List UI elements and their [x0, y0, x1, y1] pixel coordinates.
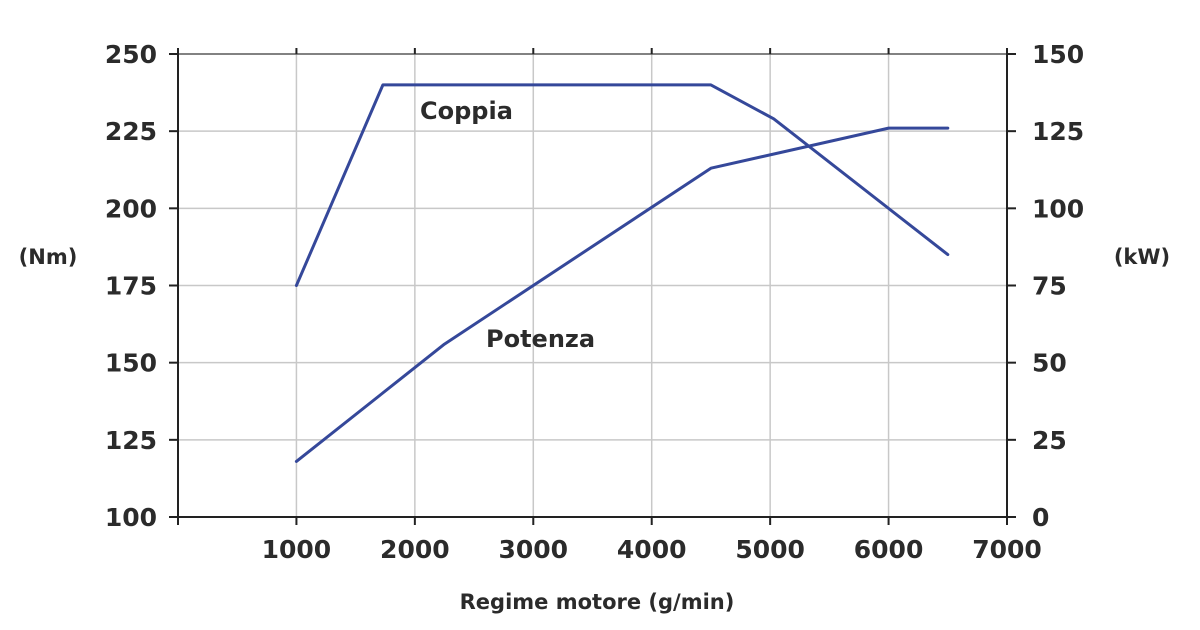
y-left-tick-label: 150: [105, 349, 157, 378]
y-left-tick-label: 250: [105, 40, 157, 69]
y-right-tick-label: 100: [1032, 194, 1084, 223]
x-tick-label: 5000: [735, 535, 805, 564]
y-right-tick-label: 50: [1032, 349, 1067, 378]
x-tick-label: 1000: [262, 535, 332, 564]
y-left-tick-label: 125: [105, 426, 157, 455]
y-right-tick-label: 25: [1032, 426, 1067, 455]
labels: (Nm) (kW) Regime motore (g/min) Coppia P…: [19, 40, 1170, 614]
series-line-coppia: [294, 83, 950, 287]
series-label-potenza: Potenza: [486, 325, 595, 353]
y-left-tick-label: 200: [105, 194, 157, 223]
y-right-tick-label: 150: [1032, 40, 1084, 69]
y-left-tick-label: 225: [105, 117, 157, 146]
x-tick-label: 7000: [972, 535, 1042, 564]
y-left-tick-label: 100: [105, 503, 157, 532]
x-axis-label: Regime motore (g/min): [460, 590, 735, 614]
axis-ticks: [169, 48, 1016, 525]
series-label-coppia: Coppia: [420, 97, 513, 125]
series-lines: [294, 83, 950, 463]
series-line-potenza: [294, 126, 950, 463]
x-tick-label: 3000: [498, 535, 568, 564]
y-right-axis-label: (kW): [1114, 245, 1170, 269]
y-right-tick-label: 75: [1032, 272, 1067, 301]
x-tick-label: 6000: [854, 535, 924, 564]
x-tick-label: 4000: [617, 535, 687, 564]
y-left-axis-label: (Nm): [19, 245, 78, 269]
y-right-tick-label: 0: [1032, 503, 1049, 532]
y-right-tick-label: 125: [1032, 117, 1084, 146]
y-left-tick-label: 175: [105, 272, 157, 301]
x-tick-label: 2000: [380, 535, 450, 564]
